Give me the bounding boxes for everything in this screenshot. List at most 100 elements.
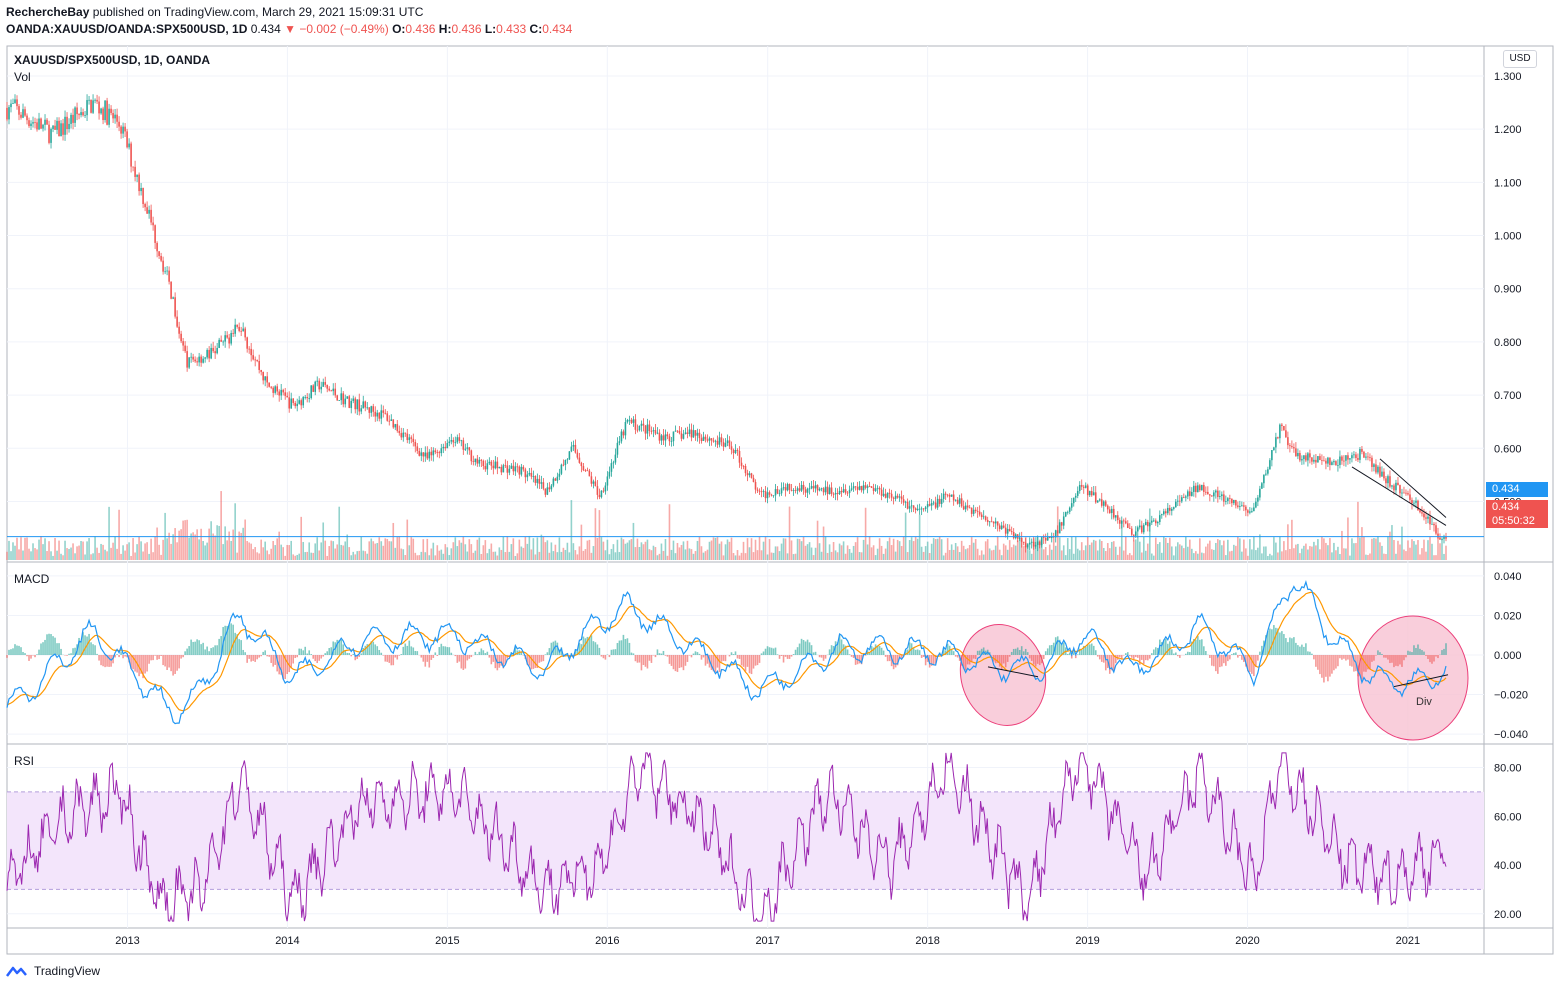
volume-bar — [110, 547, 112, 560]
candle-body — [834, 492, 837, 495]
candle-body — [588, 470, 591, 477]
macd-histogram-bar — [96, 653, 98, 655]
volume-bar — [864, 507, 867, 560]
volume-bar — [512, 538, 515, 560]
volume-bar — [1307, 549, 1309, 560]
volume-bar — [1193, 553, 1195, 560]
candle-body — [122, 126, 124, 134]
macd-histogram-bar — [1012, 648, 1015, 655]
macd-histogram-bar — [664, 654, 667, 656]
symbol-line: OANDA:XAUUSD/OANDA:SPX500USD, 1D 0.434 ▼… — [6, 22, 572, 36]
candle-body — [730, 446, 733, 450]
candle-body — [396, 424, 399, 431]
volume-bar — [532, 538, 535, 560]
candle-body — [12, 103, 14, 104]
volume-bar — [1293, 548, 1295, 560]
candle-body — [750, 473, 753, 478]
macd-histogram-bar — [186, 648, 188, 655]
macd-histogram-bar — [1219, 654, 1221, 668]
volume-bar — [470, 544, 473, 560]
candle-body — [486, 463, 489, 470]
volume-bar — [82, 541, 84, 560]
volume-bar — [456, 546, 459, 560]
volume-bar — [144, 543, 146, 560]
volume-bar — [1261, 553, 1263, 560]
volume-bar — [826, 552, 829, 560]
candle-body — [480, 459, 483, 461]
candle-body — [144, 204, 146, 208]
candle-body — [308, 398, 311, 399]
volume-bar — [1142, 536, 1145, 560]
macd-histogram-bar — [8, 649, 10, 655]
volume-bar — [928, 553, 931, 560]
candle-body — [1277, 437, 1279, 439]
volume-bar — [1096, 550, 1099, 560]
macd-histogram-bar — [996, 654, 999, 663]
candle-body — [6, 107, 8, 120]
volume-bar — [194, 534, 196, 560]
candle-body — [982, 516, 985, 518]
candle-body — [1307, 453, 1309, 461]
macd-histogram-bar — [212, 647, 214, 655]
macd-histogram-bar — [1130, 654, 1133, 658]
macd-histogram-bar — [1185, 653, 1187, 655]
candle-body — [1373, 464, 1375, 467]
volume-bar — [514, 555, 517, 560]
candle-body — [440, 448, 443, 454]
publisher-name[interactable]: RechercheBay — [6, 5, 90, 19]
macd-histogram-bar — [1417, 644, 1419, 655]
candle-body — [358, 399, 361, 412]
macd-histogram-bar — [840, 639, 843, 655]
candle-body — [822, 488, 825, 493]
macd-histogram-bar — [402, 646, 405, 655]
candle-body — [1379, 466, 1381, 477]
currency-button[interactable]: USD — [1503, 50, 1537, 68]
volume-bar — [150, 538, 152, 560]
volume-bar — [626, 542, 629, 560]
volume-bar — [202, 541, 204, 560]
high-value: 0.436 — [451, 22, 482, 36]
candle-body — [734, 449, 737, 454]
candle-body — [936, 498, 939, 508]
candle-body — [64, 116, 66, 135]
volume-bar — [1012, 544, 1015, 560]
candle-body — [1311, 457, 1313, 462]
volume-bar — [586, 540, 589, 560]
macd-histogram-bar — [176, 654, 178, 671]
volume-bar — [780, 543, 783, 560]
volume-bar — [336, 544, 339, 560]
rsi-tick: 80.00 — [1494, 763, 1522, 775]
candle-body — [162, 260, 164, 272]
volume-bar — [8, 540, 10, 560]
macd-histogram-bar — [204, 649, 206, 655]
macd-histogram-bar — [630, 652, 633, 655]
macd-histogram-bar — [284, 654, 286, 679]
macd-histogram-bar — [830, 645, 833, 655]
volume-bar — [494, 551, 497, 560]
candle-body — [68, 123, 70, 130]
candle-body — [1391, 485, 1393, 487]
candle-body — [928, 504, 931, 506]
macd-histogram-bar — [280, 654, 282, 675]
candle-body — [490, 461, 493, 466]
macd-histogram-bar — [976, 650, 979, 655]
volume-bar — [620, 537, 623, 560]
candle-body — [830, 487, 833, 494]
volume-bar — [924, 546, 927, 560]
macd-histogram-bar — [794, 649, 797, 655]
candle-body — [374, 411, 377, 417]
candle-body — [314, 381, 317, 392]
candle-body — [774, 489, 777, 496]
macd-histogram-bar — [1233, 652, 1235, 655]
volume-bar — [1341, 530, 1343, 560]
volume-bar — [922, 551, 925, 560]
macd-histogram-bar — [450, 652, 453, 655]
candle-body — [616, 442, 619, 455]
candle-body — [846, 492, 849, 494]
candle-body — [672, 431, 675, 442]
macd-histogram-bar — [642, 654, 645, 666]
volume-bar — [210, 521, 212, 560]
tradingview-brand[interactable]: TradingView — [6, 964, 100, 978]
candle-body — [1154, 520, 1157, 524]
